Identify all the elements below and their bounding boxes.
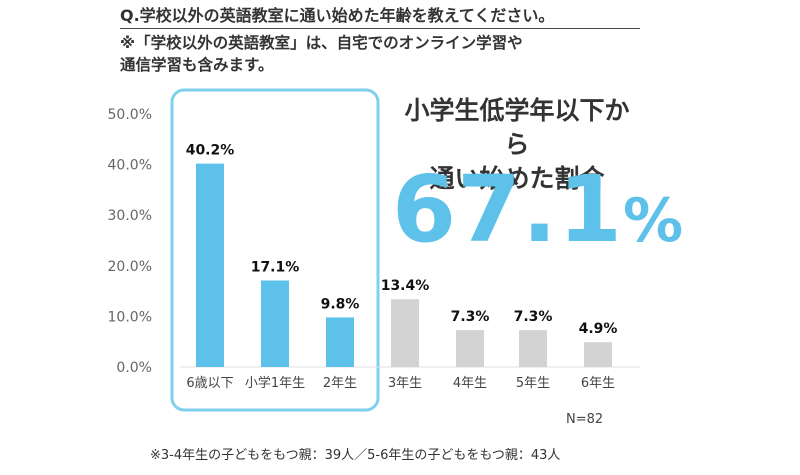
x-category-label: 5年生 [516, 376, 550, 391]
bar-value-label: 7.3% [451, 309, 490, 325]
bar-value-label: 4.9% [579, 321, 618, 337]
bar-value-label: 17.1% [251, 259, 300, 275]
footnote: ※3-4年生の子どもをもつ親：39人／5-6年生の子どもをもつ親：43人 [150, 448, 561, 463]
bar [584, 342, 612, 367]
y-tick-label: 40.0% [108, 158, 152, 174]
bar [456, 330, 484, 367]
callout-heading-line1: 小学生低学年以下から [404, 96, 630, 159]
question-title: Q.学校以外の英語教室に通い始めた年齢を教えてください。 [120, 6, 555, 25]
callout-heading: 小学生低学年以下から 通い始めた割合 [394, 94, 640, 196]
callout-number: 67.1 [392, 156, 623, 263]
bar-value-label: 9.8% [321, 296, 360, 312]
question-note-line2: 通信学習も含みます。 [120, 56, 274, 74]
x-category-label: 6年生 [581, 376, 615, 391]
question-header: Q.学校以外の英語教室に通い始めた年齢を教えてください。 ※「学校以外の英語教室… [120, 6, 680, 76]
y-tick-label: 30.0% [108, 208, 152, 224]
y-tick-label: 10.0% [108, 309, 152, 325]
x-category-label: 6歳以下 [186, 376, 233, 391]
callout-value: 67.1% [392, 160, 684, 271]
y-tick-label: 0.0% [116, 360, 152, 376]
x-category-label: 3年生 [388, 376, 422, 391]
x-category-label: 4年生 [453, 376, 487, 391]
x-category-label: 小学1年生 [245, 375, 305, 391]
bar [196, 163, 224, 367]
callout-heading-line2: 通い始めた割合 [429, 164, 605, 193]
x-category-label: 2年生 [323, 376, 357, 391]
sample-size: N=82 [566, 412, 604, 427]
title-underline [120, 28, 640, 29]
bar [391, 299, 419, 367]
bar-value-label: 13.4% [381, 278, 430, 294]
bar-value-label: 7.3% [514, 309, 553, 325]
bar [519, 330, 547, 367]
y-tick-label: 20.0% [108, 259, 152, 275]
bar-value-label: 40.2% [186, 143, 235, 159]
bar [326, 317, 354, 367]
highlight-box [170, 88, 380, 412]
question-note-line1: ※「学校以外の英語教室」は、自宅でのオンライン学習や [120, 34, 523, 52]
bar [261, 280, 289, 367]
question-note: ※「学校以外の英語教室」は、自宅でのオンライン学習や 通信学習も含みます。 [120, 32, 680, 76]
y-tick-label: 50.0% [108, 107, 152, 123]
callout-unit: % [623, 186, 685, 256]
